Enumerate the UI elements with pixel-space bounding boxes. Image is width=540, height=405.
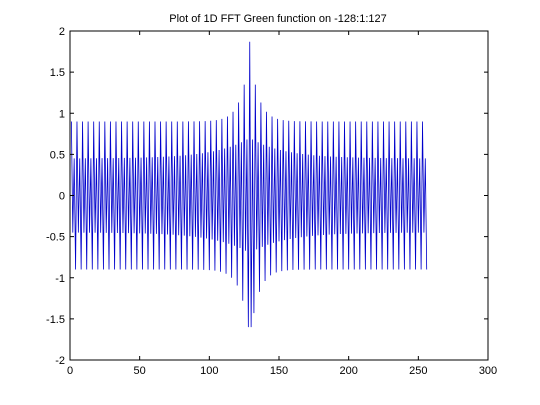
y-tick-label: -1 <box>55 273 65 285</box>
x-tick-label: 300 <box>479 365 497 377</box>
x-tick-label: 200 <box>339 365 357 377</box>
axes-layer: 0 50 100 150 200 250 300 -2 -1.5 -1 -0.5 0 0.5 1 1.5 2 <box>46 26 497 377</box>
y-tick-label: 0.5 <box>50 149 65 161</box>
x-tick-label: 150 <box>270 365 288 377</box>
x-tick-label: 50 <box>134 365 146 377</box>
series-layer <box>70 41 428 328</box>
x-tick-label: 250 <box>409 365 427 377</box>
x-tick-label: 0 <box>67 365 73 377</box>
y-tick-label: -1.5 <box>46 314 65 326</box>
y-tick-label: 1 <box>59 108 65 120</box>
series-line <box>70 41 428 328</box>
y-tick-label: -2 <box>55 355 65 367</box>
x-tick-label: 100 <box>200 365 218 377</box>
y-tick-label: 0 <box>59 191 65 203</box>
chart-title: Plot of 1D FFT Green function on -128:1:… <box>169 13 386 25</box>
y-tick-label: -0.5 <box>46 232 65 244</box>
y-tick-label: 2 <box>59 26 65 38</box>
y-tick-label: 1.5 <box>50 67 65 79</box>
